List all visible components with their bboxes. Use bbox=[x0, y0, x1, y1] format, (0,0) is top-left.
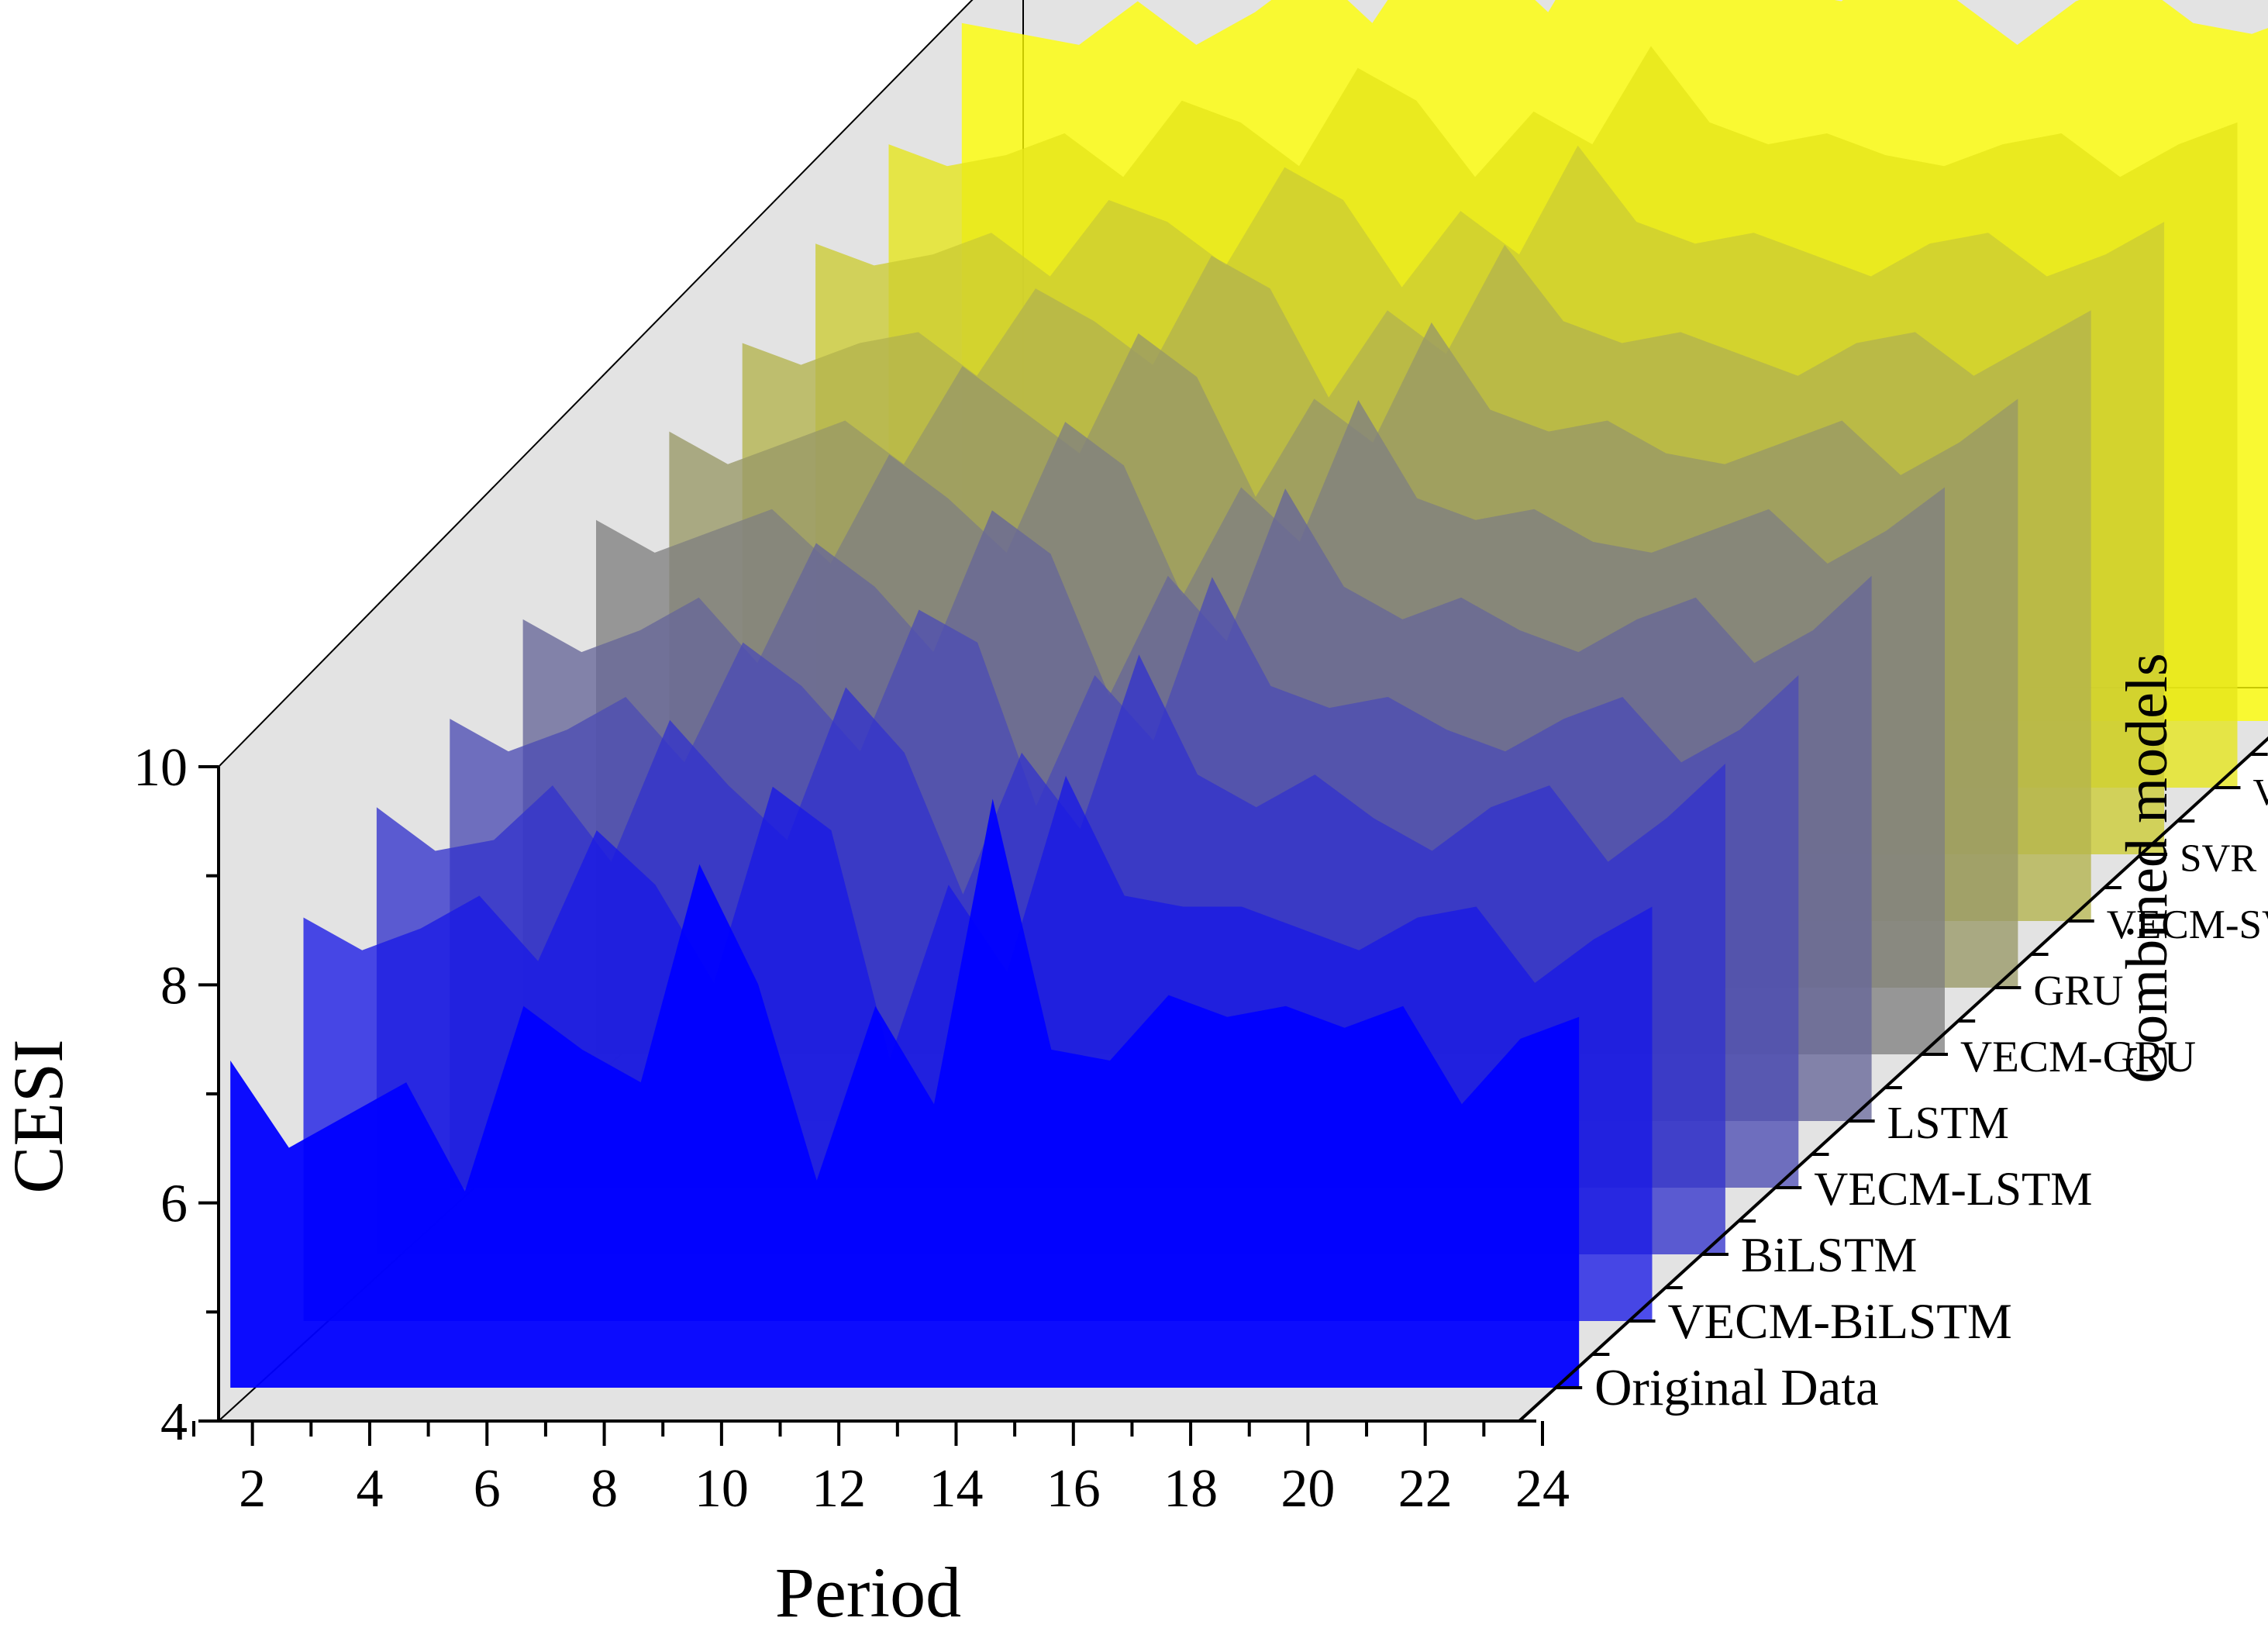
series-ribbon-original-data bbox=[230, 799, 1580, 1388]
x-tick-label: 8 bbox=[591, 1459, 618, 1519]
z-tick-label: VECM-LSTM bbox=[1814, 1164, 2092, 1216]
z-tick-label: VECM-BiLSTM bbox=[1668, 1294, 2012, 1350]
x-tick-label: 20 bbox=[1280, 1459, 1335, 1519]
x-tick-label: 10 bbox=[695, 1459, 749, 1519]
y-axis-title: CESI bbox=[0, 1039, 78, 1193]
z-tick-label: VECM-GRU bbox=[1960, 1033, 2196, 1081]
z-tick-label: VECM-SVR bbox=[2107, 902, 2268, 947]
x-tick-label: 16 bbox=[1046, 1459, 1101, 1519]
x-axis-title: Period bbox=[775, 1553, 961, 1632]
series-layer bbox=[230, 0, 2268, 1388]
x-tick-label: 2 bbox=[239, 1459, 266, 1519]
z-tick-label: SVR bbox=[2180, 837, 2256, 881]
y-tick-label: 10 bbox=[133, 738, 188, 798]
z-tick-label: Original Data bbox=[1594, 1359, 1879, 1416]
z-tick-label: VECM-MLR bbox=[2252, 771, 2268, 813]
z-tick-label: BiLSTM bbox=[1741, 1228, 1918, 1282]
y-tick-label: 4 bbox=[160, 1392, 188, 1452]
x-tick-label: 14 bbox=[929, 1459, 983, 1519]
z-tick-label: LSTM bbox=[1887, 1097, 2009, 1148]
x-tick-label: 6 bbox=[474, 1459, 501, 1519]
x-tick-label: 4 bbox=[356, 1459, 383, 1519]
x-tick-label: 12 bbox=[812, 1459, 866, 1519]
z-axis-title: Combined models bbox=[2115, 653, 2180, 1083]
z-tick-label: GRU bbox=[2033, 967, 2123, 1014]
y-tick-label: 8 bbox=[160, 956, 188, 1016]
x-tick-label: 24 bbox=[1515, 1459, 1570, 1519]
x-tick-label: 22 bbox=[1398, 1459, 1453, 1519]
y-tick-label: 6 bbox=[160, 1175, 188, 1234]
x-tick-label: 18 bbox=[1163, 1459, 1218, 1519]
